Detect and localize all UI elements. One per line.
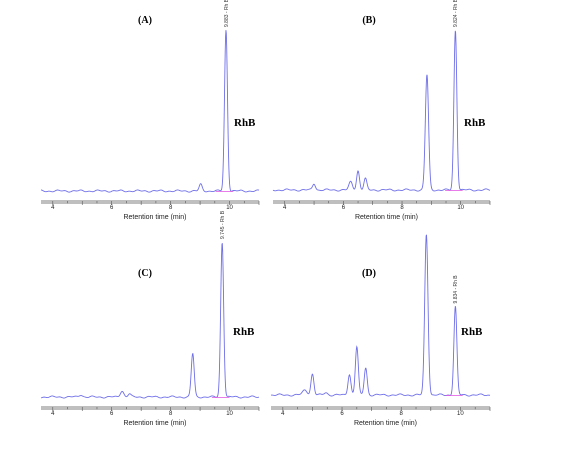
peak-retention-label: 9.824 - Rh B (453, 0, 459, 27)
panel-label: (A) (138, 15, 152, 26)
peak-retention-label: 9.883 - Rh B (224, 0, 230, 27)
chromatogram-panel-3: 4 6 8 10 Retention time (min) (C) RhB 9.745 - R… (40, 210, 260, 427)
peak-retention-label: 9.745 - Rh B (220, 210, 226, 239)
chromatogram-trace (270, 234, 491, 397)
chromatogram-panel-1: 4 6 8 10 Retention time (min) (A) RhB 9.883 - R… (40, 0, 260, 221)
x-tick-label: 10 (226, 205, 233, 211)
x-tick-label: 6 (110, 205, 114, 211)
x-tick-label: 8 (400, 205, 404, 211)
x-tick-label: 4 (51, 205, 55, 211)
x-tick-label: 8 (169, 411, 173, 417)
x-axis-label: Retention time (min) (123, 420, 186, 427)
x-tick-label: 8 (400, 411, 404, 417)
panel-label: (B) (362, 15, 375, 26)
x-tick-label: 8 (169, 205, 173, 211)
rhb-annotation: RhB (461, 326, 483, 338)
rhb-annotation: RhB (233, 326, 255, 338)
rhb-annotation: RhB (464, 117, 486, 129)
x-tick-label: 10 (226, 411, 233, 417)
chromatogram-panel-4: 4 6 8 10 Retention time (min) (D) RhB 9.834 - R… (270, 234, 491, 427)
x-axis-label: Retention time (min) (355, 214, 418, 221)
peak-retention-label: 9.834 - Rh B (453, 275, 459, 304)
x-tick-label: 4 (281, 411, 285, 417)
chromatogram-trace (40, 30, 260, 193)
x-tick-label: 4 (51, 411, 55, 417)
x-tick-label: 6 (110, 411, 114, 417)
chromatogram-trace (40, 243, 260, 399)
x-axis-label: Retention time (min) (354, 420, 417, 427)
panel-label: (C) (138, 268, 152, 279)
x-tick-label: 4 (283, 205, 287, 211)
x-tick-label: 6 (342, 205, 346, 211)
x-tick-label: 10 (457, 411, 464, 417)
chromatogram-panel-2: 4 6 8 10 Retention time (min) (B) RhB 9.824 - R… (272, 0, 491, 221)
x-tick-label: 6 (340, 411, 344, 417)
chromatogram-trace (272, 30, 491, 192)
x-axis-label: Retention time (min) (123, 214, 186, 221)
rhb-annotation: RhB (234, 117, 256, 129)
x-tick-label: 10 (457, 205, 464, 211)
panel-label: (D) (362, 268, 376, 279)
